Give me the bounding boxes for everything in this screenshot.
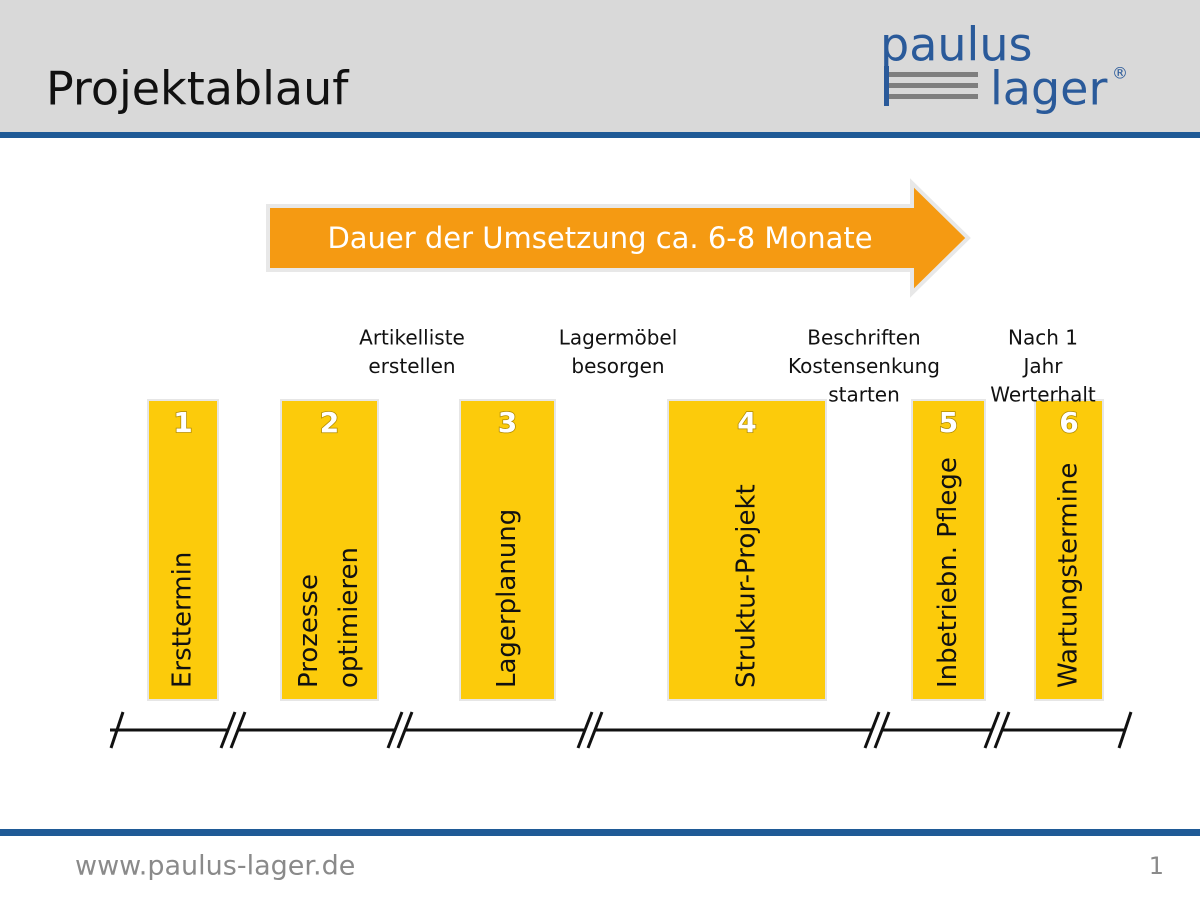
step-bar [147,399,219,701]
step-label: Ersttermin [168,552,198,688]
timeline-tick [109,711,125,749]
duration-arrow [266,178,971,298]
note-text: Nach 1 [1008,326,1078,350]
break-mark [873,711,891,749]
note-text: Kostensenkung [788,354,940,378]
step-number: 6 [1059,406,1078,439]
slide-title: Projektablauf [46,62,350,116]
break-mark [396,711,414,749]
note-text: Artikelliste [359,326,465,350]
break-mark [586,711,604,749]
break-mark [576,711,594,749]
break-mark [386,711,404,749]
logo-top: paulus [880,18,1032,72]
step-label: optimieren [334,547,364,688]
step-label: Wartungstermine [1054,463,1084,688]
step-bar [280,399,379,701]
note-text: starten [828,383,900,407]
step-bar [667,399,827,701]
step-number: 4 [737,406,756,439]
step-label: Struktur-Projekt [732,484,762,688]
note-text: erstellen [368,354,455,378]
logo-bottom: lager [990,62,1107,116]
timeline-tick [1117,711,1133,749]
header-rule [0,132,1200,138]
header-band [0,0,1200,132]
logo-stripe [886,94,978,99]
note-text: Beschriften [807,326,920,350]
logo-stripe [886,83,978,88]
step-label: Inbetriebn. Pflege [933,457,963,688]
step-number: 2 [320,406,339,439]
note-text: Jahr [1021,354,1063,378]
step-number: 1 [173,406,192,439]
note-text: besorgen [571,354,664,378]
step-bar [1034,399,1104,701]
break-mark [229,711,247,749]
step-label: Lagerplanung [492,509,522,688]
logo-stroke [884,66,889,106]
logo: paulus lager ® [880,18,1128,116]
logo-mark: ® [1112,64,1128,83]
step-bar [911,399,986,701]
note-text: Lagermöbel [559,326,678,350]
footer-url: www.paulus-lager.de [75,851,355,882]
break-mark [993,711,1011,749]
step-number: 5 [939,406,958,439]
step-bar [459,399,556,701]
timeline [109,711,1133,749]
footer-rule [0,829,1200,836]
arrow-label: Dauer der Umsetzung ca. 6-8 Monate [327,221,872,255]
break-mark [219,711,237,749]
break-mark [863,711,881,749]
step-number: 3 [498,406,517,439]
page-number: 1 [1149,852,1164,880]
logo-stripe [886,72,978,77]
step-label: Prozesse [294,574,324,688]
note-text: Werterhalt [990,383,1096,407]
break-mark [983,711,1001,749]
